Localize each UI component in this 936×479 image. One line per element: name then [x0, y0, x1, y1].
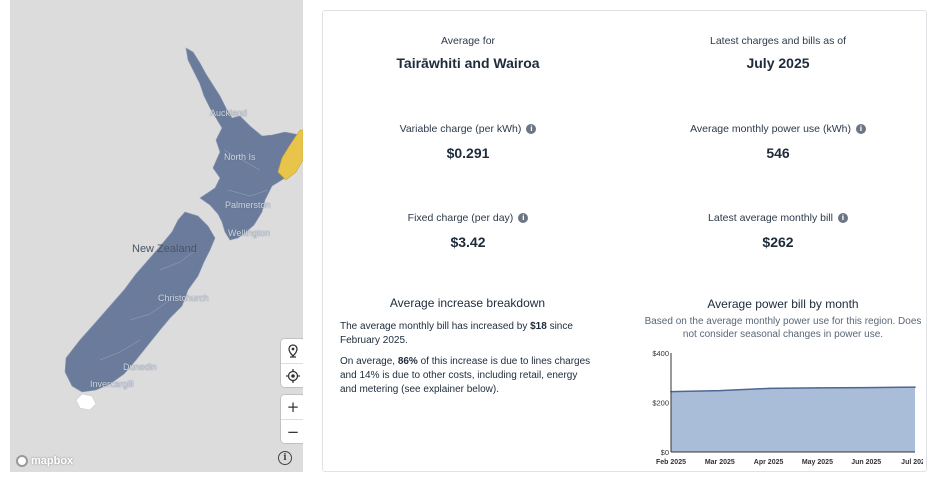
date-value: July 2025	[746, 55, 810, 71]
x-tick-label: Feb 2025	[656, 459, 686, 466]
mapbox-logo-icon	[16, 455, 28, 467]
fixed-charge-value: $3.42	[450, 234, 486, 250]
y-tick-label: $200	[652, 399, 669, 408]
data-point	[816, 387, 819, 389]
fixed-charge-label: Fixed charge (per day)	[407, 212, 514, 224]
map-place-label: Auckland	[210, 108, 248, 118]
fixed-charge-stat: Fixed charge (per day) i $3.42	[323, 208, 613, 250]
map-place-label: Dunedin	[123, 362, 157, 372]
chart-subtitle: Based on the average monthly power use f…	[644, 316, 922, 340]
x-tick-label: Apr 2025	[754, 459, 784, 466]
date-label: Latest charges and bills as of	[710, 35, 846, 47]
map-place-label: Invercargill	[90, 379, 134, 389]
data-point	[719, 389, 721, 392]
location-controls	[281, 339, 303, 387]
monthly-use-value: 546	[766, 145, 790, 161]
variable-charge-stat: Variable charge (per kWh) i $0.291	[323, 119, 613, 161]
monthly-bill-value: $262	[762, 234, 794, 250]
info-icon[interactable]: i	[855, 124, 866, 134]
chart-title: Average power bill by month	[707, 297, 859, 311]
x-tick-label: Mar 2025	[705, 459, 735, 466]
variable-charge-value: $0.291	[446, 145, 490, 161]
date-summary: Latest charges and bills as of July 2025	[633, 31, 923, 71]
breakdown-paragraph-1: The average monthly bill has increased b…	[340, 321, 573, 346]
map-pin-button[interactable]	[281, 339, 303, 363]
map-pin-icon	[288, 344, 298, 358]
variable-charge-label: Variable charge (per kWh)	[399, 123, 522, 135]
area-series	[671, 387, 915, 452]
data-point	[914, 386, 916, 388]
bill-chart-block: Average power bill by month Based on the…	[643, 297, 923, 466]
info-icon[interactable]: i	[526, 124, 537, 134]
attribution-button[interactable]: i	[278, 451, 292, 465]
country-label: New Zealand	[132, 243, 197, 255]
zoom-out-button[interactable]: −	[281, 419, 303, 443]
monthly-use-label: Average monthly power use (kWh)	[690, 123, 851, 135]
x-tick-label: Jun 2025	[851, 459, 881, 466]
crosshair-icon	[286, 368, 300, 383]
stewart-island-region[interactable]	[75, 393, 97, 411]
y-tick-label: $400	[652, 349, 669, 358]
info-icon[interactable]: i	[518, 213, 529, 223]
map-place-label: North Is	[224, 152, 256, 162]
increase-breakdown: Average increase breakdown The average m…	[340, 296, 595, 404]
region-summary: Average for Tairāwhiti and Wairoa	[323, 31, 613, 71]
monthly-bill-stat: Latest average monthly bill i $262	[633, 208, 923, 250]
y-tick-label: $0	[661, 448, 669, 457]
region-name: Tairāwhiti and Wairoa	[396, 55, 540, 71]
zoom-in-button[interactable]: +	[281, 395, 303, 419]
info-card: Average for Tairāwhiti and Wairoa Latest…	[322, 10, 927, 472]
mapbox-logo-text: mapbox	[31, 455, 74, 467]
mapbox-logo[interactable]: mapbox	[16, 455, 73, 467]
info-icon[interactable]: i	[837, 213, 848, 223]
x-tick-label: May 2025	[802, 459, 833, 466]
map-place-label: Palmerston	[225, 200, 271, 210]
zoom-controls: + −	[281, 395, 303, 443]
new-zealand-map[interactable]	[10, 0, 303, 472]
monthly-bill-label: Latest average monthly bill	[708, 212, 833, 224]
map-place-label: Christchurch	[158, 293, 209, 303]
geolocate-button[interactable]	[281, 363, 303, 387]
breakdown-title: Average increase breakdown	[389, 296, 546, 310]
map-panel[interactable]: Auckland North Is Palmerston Wellington …	[10, 0, 303, 472]
monthly-use-stat: Average monthly power use (kWh) i 546	[633, 119, 923, 161]
line-series	[670, 386, 916, 393]
highlighted-region[interactable]	[277, 129, 303, 181]
south-island-region[interactable]	[64, 211, 216, 393]
data-point	[865, 386, 867, 389]
bill-chart: $0 $200 $400 Feb 2025 Mar 2025 Apr 2025 May 20…	[652, 349, 923, 466]
north-island-region[interactable]	[185, 47, 303, 241]
map-place-label: Wellington	[228, 228, 270, 238]
breakdown-paragraph-2: On average, 86% of this increase is due …	[340, 356, 591, 395]
data-point	[767, 387, 770, 390]
region-label: Average for	[440, 35, 496, 47]
x-tick-label: Jul 2025	[901, 459, 923, 466]
